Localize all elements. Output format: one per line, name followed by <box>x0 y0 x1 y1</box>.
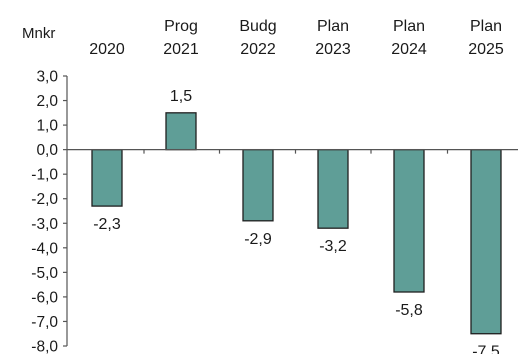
y-axis: 3,0 2,0 1,0 0,0 -1,0 -2,0 -3,0 -4,0 -5,0 -6,0 -7,0… <box>31 69 68 354</box>
y-tick-label: -5,0 <box>31 265 58 282</box>
category-label-line1: Budg <box>239 18 276 35</box>
y-tick-label: 0,0 <box>36 142 58 159</box>
category-label-line2: 2022 <box>240 41 276 58</box>
bar-2025 <box>470 148 502 335</box>
category-label-line1: Plan <box>393 18 425 35</box>
y-tick-label: -3,0 <box>31 216 58 233</box>
bar-2023 <box>317 148 349 229</box>
category-labels: 2020 Prog 2021 Budg 2022 Plan 2023 Plan 2024 Plan… <box>89 18 504 58</box>
bars <box>91 112 502 335</box>
y-tick-label: -6,0 <box>31 289 58 306</box>
data-label: -3,2 <box>319 238 347 255</box>
category-label-line2: 2024 <box>391 41 427 58</box>
y-tick-label: -2,0 <box>31 191 58 208</box>
y-tick-label: -1,0 <box>31 167 58 184</box>
category-label-line2: 2023 <box>315 41 351 58</box>
data-label: -5,8 <box>395 302 423 319</box>
x-axis <box>67 149 518 154</box>
data-labels: -2,3 1,5 -2,9 -3,2 -5,8 -7,5 <box>93 88 500 354</box>
y-tick-label: 3,0 <box>36 69 58 86</box>
category-label-line1: Prog <box>164 18 198 35</box>
y-tick-label: -8,0 <box>31 339 58 354</box>
data-label: 1,5 <box>170 88 192 105</box>
unit-label: Mnkr <box>22 25 55 42</box>
category-label-line2: 2020 <box>89 41 125 58</box>
bar-2021 <box>165 112 197 151</box>
category-label-line2: 2025 <box>468 41 504 58</box>
y-tick-label: 2,0 <box>36 93 58 110</box>
data-label: -2,3 <box>93 216 121 233</box>
bar-2024 <box>393 148 425 293</box>
category-label-line1: Plan <box>470 18 502 35</box>
bar-2022 <box>242 148 274 222</box>
y-tick-label: 1,0 <box>36 118 58 135</box>
data-label: -2,9 <box>244 231 272 248</box>
y-tick-label: -7,0 <box>31 314 58 331</box>
category-label-line1: Plan <box>317 18 349 35</box>
bar-2020 <box>91 148 123 207</box>
category-label-line2: 2021 <box>163 41 199 58</box>
y-tick-label: -4,0 <box>31 240 58 257</box>
data-label: -7,5 <box>472 344 500 354</box>
